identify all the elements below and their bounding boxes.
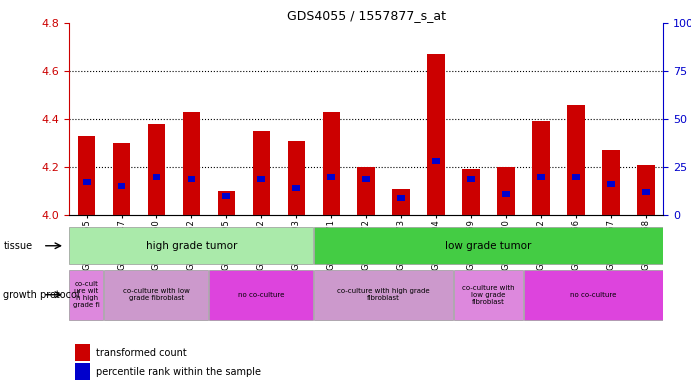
Bar	[113, 143, 131, 215]
Bar	[362, 175, 370, 182]
Title: GDS4055 / 1557877_s_at: GDS4055 / 1557877_s_at	[287, 9, 446, 22]
Bar	[287, 141, 305, 215]
Bar	[467, 175, 475, 182]
Bar	[532, 121, 550, 215]
Text: co-culture with
low grade
fibroblast: co-culture with low grade fibroblast	[462, 285, 515, 305]
Text: tissue: tissue	[3, 241, 32, 251]
Bar	[567, 104, 585, 215]
Bar	[314, 227, 663, 264]
Text: low grade tumor: low grade tumor	[446, 241, 532, 251]
Bar	[453, 270, 523, 319]
Bar	[602, 150, 620, 215]
Bar	[642, 189, 650, 195]
Bar	[75, 363, 90, 380]
Bar	[69, 270, 104, 319]
Bar	[187, 175, 196, 182]
Bar	[117, 183, 126, 189]
Text: percentile rank within the sample: percentile rank within the sample	[96, 367, 261, 377]
Bar	[314, 270, 453, 319]
Bar	[292, 185, 301, 191]
Text: growth protocol: growth protocol	[3, 290, 80, 300]
Bar	[153, 174, 160, 180]
Bar	[397, 195, 405, 201]
Bar	[148, 124, 165, 215]
Bar	[209, 270, 313, 319]
Bar	[392, 189, 410, 215]
Bar	[83, 179, 91, 185]
Bar	[218, 191, 235, 215]
Bar	[323, 112, 340, 215]
Bar	[328, 174, 335, 180]
Text: no co-culture: no co-culture	[238, 292, 285, 298]
Bar	[524, 270, 663, 319]
Bar	[498, 167, 515, 215]
Text: co-culture with low
grade fibroblast: co-culture with low grade fibroblast	[123, 288, 190, 301]
Text: co-cult
ure wit
h high
grade fi: co-cult ure wit h high grade fi	[73, 281, 100, 308]
Bar	[572, 174, 580, 180]
Bar	[502, 191, 510, 197]
Text: high grade tumor: high grade tumor	[146, 241, 237, 251]
Bar	[537, 174, 545, 180]
Bar	[78, 136, 95, 215]
Bar	[428, 54, 445, 215]
Bar	[432, 158, 440, 164]
Text: co-culture with high grade
fibroblast: co-culture with high grade fibroblast	[337, 288, 430, 301]
Bar	[607, 181, 615, 187]
Bar	[357, 167, 375, 215]
Bar	[258, 175, 265, 182]
Bar	[104, 270, 208, 319]
Bar	[69, 227, 313, 264]
Text: no co-culture: no co-culture	[570, 292, 616, 298]
Bar	[223, 193, 230, 199]
Bar	[75, 344, 90, 361]
Bar	[637, 165, 654, 215]
Text: transformed count: transformed count	[96, 348, 187, 358]
Bar	[253, 131, 270, 215]
Bar	[462, 169, 480, 215]
Bar	[182, 112, 200, 215]
